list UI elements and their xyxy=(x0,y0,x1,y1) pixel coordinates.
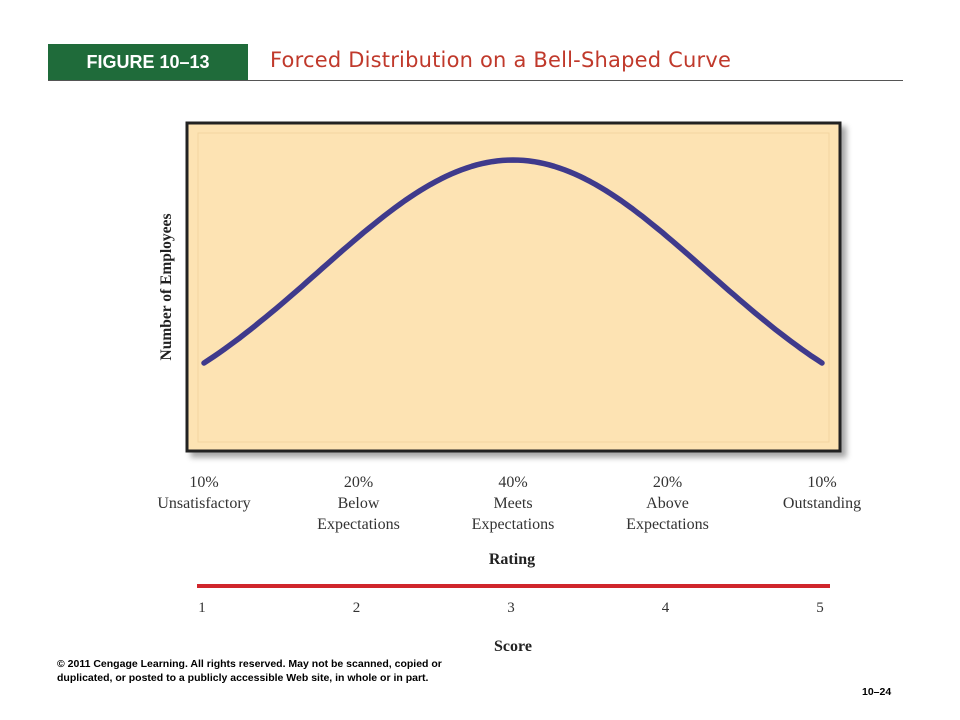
rating-label-line1: Outstanding xyxy=(783,495,861,512)
score-tick-label: 5 xyxy=(816,600,824,616)
rating-label-line2: Expectations xyxy=(317,516,400,533)
score-tick-label: 1 xyxy=(198,600,206,616)
rating-label-line2: Expectations xyxy=(626,516,709,533)
rating-percent: 40% xyxy=(498,474,527,491)
rating-label-line1: Unsatisfactory xyxy=(157,495,250,512)
y-axis-label: Number of Employees xyxy=(158,214,175,361)
copyright-notice: © 2011 Cengage Learning. All rights rese… xyxy=(57,658,442,684)
figure-label-badge: FIGURE 10–13 xyxy=(48,44,248,80)
score-tick-label: 4 xyxy=(662,600,670,616)
bell-curve-line xyxy=(201,157,825,366)
rating-label-line1: Below xyxy=(338,495,380,512)
rating-percent: 20% xyxy=(344,474,373,491)
plot-inner-area xyxy=(197,132,830,443)
score-axis-label: Score xyxy=(494,638,532,655)
score-tick-label: 2 xyxy=(353,600,361,616)
score-tick-label: 3 xyxy=(507,600,515,616)
rating-percent: 10% xyxy=(189,474,218,491)
rating-labels: 10% Unsatisfactory 20% Below Expectations 40%… xyxy=(157,474,861,533)
rating-percent: 20% xyxy=(653,474,682,491)
rating-label-line1: Meets xyxy=(493,495,532,512)
rating-percent: 10% xyxy=(807,474,836,491)
title-divider xyxy=(48,80,903,81)
rating-label-line1: Above xyxy=(646,495,689,512)
page-number: 10–24 xyxy=(862,686,892,698)
rating-label-line2: Expectations xyxy=(472,516,555,533)
figure-title: Forced Distribution on a Bell-Shaped Cur… xyxy=(270,48,732,72)
score-labels: 1 2 3 4 5 xyxy=(198,600,824,616)
x-axis-label: Rating xyxy=(489,551,535,568)
